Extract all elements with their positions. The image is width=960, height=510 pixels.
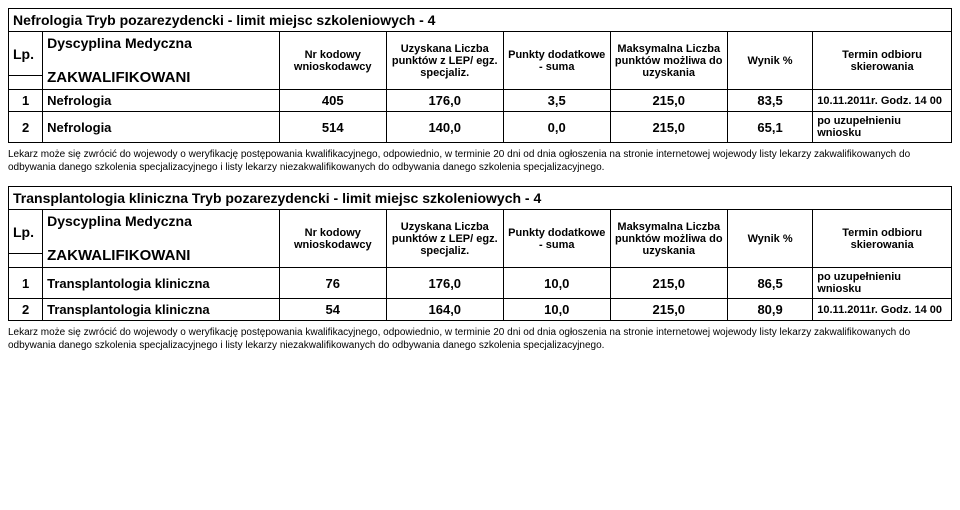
cell-wynik: 65,1 (727, 112, 812, 143)
hdr-disc: Dyscyplina Medyczna ZAKWALIFIKOWANI (43, 210, 280, 268)
cell-wynik: 83,5 (727, 90, 812, 112)
hdr-uzy: Uzyskana Liczba punktów z LEP/ egz. spec… (386, 32, 503, 90)
cell-uzy: 176,0 (386, 268, 503, 299)
cell-nr: 76 (279, 268, 386, 299)
cell-wynik: 86,5 (727, 268, 812, 299)
cell-term: po uzupełnieniu wniosku (813, 268, 952, 299)
header-row: Lp. Dyscyplina Medyczna ZAKWALIFIKOWANI … (9, 210, 952, 254)
cell-max: 215,0 (610, 90, 727, 112)
cell-uzy: 140,0 (386, 112, 503, 143)
qual-label: ZAKWALIFIKOWANI (47, 247, 275, 264)
footnote-2: Lekarz może się zwrócić do wojewody o we… (8, 327, 952, 352)
hdr-lp: Lp. (9, 32, 43, 76)
title-row: Transplantologia kliniczna Tryb pozarezy… (9, 187, 952, 210)
cell-nr: 54 (279, 299, 386, 321)
cell-lp: 2 (9, 299, 43, 321)
hdr-termin: Termin odbioru skierowania (813, 32, 952, 90)
section-title: Nefrologia Tryb pozarezydencki - limit m… (9, 9, 952, 32)
hdr-disc-text: Dyscyplina Medyczna (47, 35, 275, 51)
cell-uzy: 176,0 (386, 90, 503, 112)
hdr-punkty: Punkty dodatkowe - suma (503, 32, 610, 90)
table-nefrologia: Nefrologia Tryb pozarezydencki - limit m… (8, 8, 952, 143)
hdr-max: Maksymalna Liczba punktów możliwa do uzy… (610, 32, 727, 90)
hdr-blank (9, 76, 43, 90)
cell-uzy: 164,0 (386, 299, 503, 321)
qual-label: ZAKWALIFIKOWANI (47, 69, 275, 86)
hdr-wynik: Wynik % (727, 210, 812, 268)
cell-max: 215,0 (610, 268, 727, 299)
section-title: Transplantologia kliniczna Tryb pozarezy… (9, 187, 952, 210)
hdr-max: Maksymalna Liczba punktów możliwa do uzy… (610, 210, 727, 268)
cell-pkt: 10,0 (503, 299, 610, 321)
cell-pkt: 0,0 (503, 112, 610, 143)
hdr-punkty: Punkty dodatkowe - suma (503, 210, 610, 268)
footnote-1: Lekarz może się zwrócić do wojewody o we… (8, 149, 952, 174)
cell-name: Transplantologia kliniczna (43, 299, 280, 321)
cell-pkt: 10,0 (503, 268, 610, 299)
cell-term: 10.11.2011r. Godz. 14 00 (813, 90, 952, 112)
table-transplant: Transplantologia kliniczna Tryb pozarezy… (8, 186, 952, 321)
table-row: 2 Nefrologia 514 140,0 0,0 215,0 65,1 po… (9, 112, 952, 143)
hdr-nr: Nr kodowy wnioskodawcy (279, 32, 386, 90)
hdr-blank (9, 254, 43, 268)
cell-name: Nefrologia (43, 112, 280, 143)
hdr-disc-text: Dyscyplina Medyczna (47, 213, 275, 229)
hdr-wynik: Wynik % (727, 32, 812, 90)
cell-lp: 2 (9, 112, 43, 143)
cell-lp: 1 (9, 90, 43, 112)
table-row: 1 Transplantologia kliniczna 76 176,0 10… (9, 268, 952, 299)
cell-nr: 405 (279, 90, 386, 112)
hdr-termin: Termin odbioru skierowania (813, 210, 952, 268)
cell-wynik: 80,9 (727, 299, 812, 321)
cell-term: 10.11.2011r. Godz. 14 00 (813, 299, 952, 321)
hdr-nr: Nr kodowy wnioskodawcy (279, 210, 386, 268)
table-row: 2 Transplantologia kliniczna 54 164,0 10… (9, 299, 952, 321)
cell-nr: 514 (279, 112, 386, 143)
cell-max: 215,0 (610, 299, 727, 321)
cell-name: Transplantologia kliniczna (43, 268, 280, 299)
hdr-disc: Dyscyplina Medyczna ZAKWALIFIKOWANI (43, 32, 280, 90)
table-row: 1 Nefrologia 405 176,0 3,5 215,0 83,5 10… (9, 90, 952, 112)
cell-name: Nefrologia (43, 90, 280, 112)
cell-lp: 1 (9, 268, 43, 299)
hdr-lp: Lp. (9, 210, 43, 254)
cell-pkt: 3,5 (503, 90, 610, 112)
hdr-uzy: Uzyskana Liczba punktów z LEP/ egz. spec… (386, 210, 503, 268)
title-row: Nefrologia Tryb pozarezydencki - limit m… (9, 9, 952, 32)
cell-term: po uzupełnieniu wniosku (813, 112, 952, 143)
header-row: Lp. Dyscyplina Medyczna ZAKWALIFIKOWANI … (9, 32, 952, 76)
cell-max: 215,0 (610, 112, 727, 143)
